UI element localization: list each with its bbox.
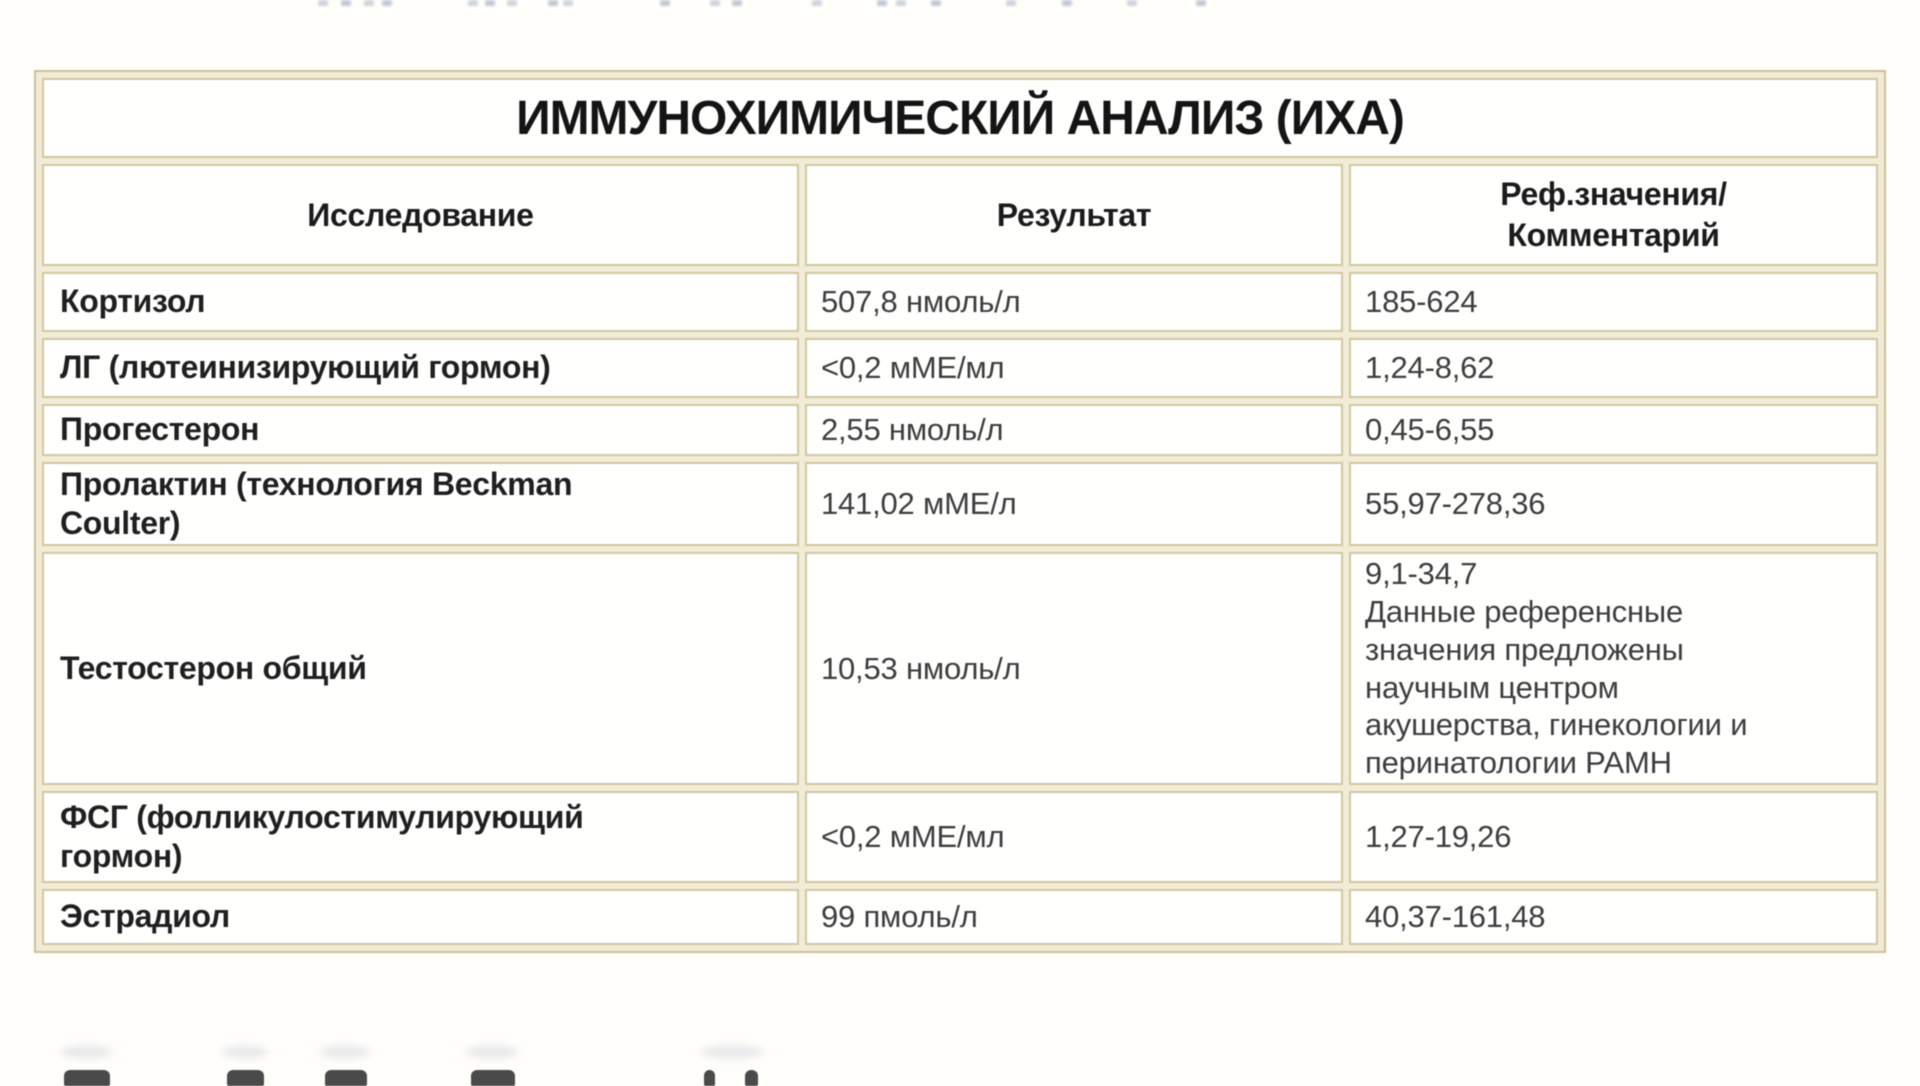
text-fragment bbox=[507, 0, 517, 6]
test-ref: 1,24-8,62 bbox=[1349, 338, 1878, 398]
table-header-row: Исследование Результат Реф.значения/ Ком… bbox=[42, 164, 1878, 266]
column-header-ref-line1: Реф.значения/ bbox=[1500, 176, 1727, 213]
text-fragment bbox=[485, 0, 495, 6]
text-fragment bbox=[1127, 0, 1137, 6]
column-header-study: Исследование bbox=[42, 164, 799, 266]
test-ref: 1,27-19,26 bbox=[1349, 790, 1878, 883]
test-name: Кортизол bbox=[60, 283, 206, 320]
table-row: Прогестерон 2,55 нмоль/л 0,45-6,55 bbox=[42, 404, 1878, 456]
table-title: ИММУНОХИМИЧЕСКИЙ АНАЛИЗ (ИХА) bbox=[42, 78, 1878, 158]
report-sheet: ИММУНОХИМИЧЕСКИЙ АНАЛИЗ (ИХА) Исследован… bbox=[34, 70, 1886, 953]
text-fragment bbox=[382, 0, 392, 6]
text-fragment bbox=[222, 1046, 268, 1058]
test-name: Пролактин (технология Beckman Coulter) bbox=[60, 466, 573, 542]
text-fragment bbox=[710, 0, 720, 6]
test-name: Тестостерон общий bbox=[60, 649, 367, 686]
column-header-result: Результат bbox=[804, 164, 1344, 266]
test-name: Прогестерон bbox=[60, 411, 260, 448]
text-fragment bbox=[64, 1070, 110, 1086]
table-row: ЛГ (лютеинизирующий гормон) <0,2 мМЕ/мл … bbox=[42, 338, 1878, 398]
test-ref: 185-624 bbox=[1349, 272, 1878, 332]
test-ref: 9,1-34,7 Данные референсные значения пре… bbox=[1349, 552, 1878, 785]
text-fragment bbox=[471, 1070, 515, 1086]
table-title-row: ИММУНОХИМИЧЕСКИЙ АНАЛИЗ (ИХА) bbox=[42, 78, 1878, 158]
text-fragment bbox=[227, 1070, 264, 1086]
table-row: Тестостерон общий 10,53 нмоль/л 9,1-34,7… bbox=[42, 552, 1878, 785]
text-fragment bbox=[896, 0, 906, 6]
column-header-ref: Реф.значения/ Комментарий bbox=[1349, 164, 1878, 266]
text-fragment bbox=[364, 0, 374, 6]
text-fragment bbox=[466, 1046, 518, 1058]
test-result: 507,8 нмоль/л bbox=[804, 272, 1344, 332]
test-ref-comment: Данные референсные значения предложены н… bbox=[1365, 593, 1748, 781]
text-fragment bbox=[1062, 0, 1072, 6]
test-ref: 40,37-161,48 bbox=[1349, 888, 1878, 945]
text-fragment bbox=[1006, 0, 1016, 6]
test-result: <0,2 мМЕ/мл bbox=[804, 790, 1344, 883]
test-ref-range: 9,1-34,7 bbox=[1365, 556, 1478, 592]
test-ref: 55,97-278,36 bbox=[1349, 462, 1878, 547]
test-name: ЛГ (лютеинизирующий гормон) bbox=[60, 349, 551, 386]
table-row: Пролактин (технология Beckman Coulter) 1… bbox=[42, 462, 1878, 547]
test-result: 10,53 нмоль/л bbox=[804, 552, 1344, 785]
text-fragment bbox=[660, 0, 670, 6]
text-fragment bbox=[341, 0, 351, 6]
text-fragment bbox=[318, 0, 328, 6]
test-name: Эстрадиол bbox=[60, 898, 230, 935]
text-fragment bbox=[931, 0, 941, 6]
text-fragment bbox=[732, 0, 742, 6]
test-result: 2,55 нмоль/л bbox=[804, 404, 1344, 456]
text-fragment bbox=[704, 1070, 715, 1086]
text-fragment bbox=[548, 0, 558, 6]
text-fragment bbox=[60, 1046, 112, 1058]
column-header-ref-line2: Комментарий bbox=[1507, 217, 1720, 253]
text-fragment bbox=[1196, 0, 1206, 6]
table-row: ФСГ (фолликулостимулирующий гормон) <0,2… bbox=[42, 790, 1878, 883]
text-fragment bbox=[468, 0, 478, 6]
test-result: 99 пмоль/л bbox=[804, 888, 1344, 945]
table-row: Кортизол 507,8 нмоль/л 185-624 bbox=[42, 272, 1878, 332]
test-result: 141,02 мМЕ/л bbox=[804, 462, 1344, 547]
test-name: ФСГ (фолликулостимулирующий гормон) bbox=[60, 798, 584, 874]
text-fragment bbox=[563, 0, 573, 6]
lab-results-table: ИММУНОХИМИЧЕСКИЙ АНАЛИЗ (ИХА) Исследован… bbox=[34, 70, 1886, 953]
text-fragment bbox=[812, 0, 822, 6]
test-result: <0,2 мМЕ/мл bbox=[804, 338, 1344, 398]
test-ref: 0,45-6,55 bbox=[1349, 404, 1878, 456]
text-fragment bbox=[700, 1046, 764, 1058]
text-fragment bbox=[745, 1070, 758, 1086]
text-fragment bbox=[877, 0, 887, 6]
text-fragment bbox=[320, 1046, 370, 1058]
text-fragment bbox=[325, 1070, 367, 1086]
table-row: Эстрадиол 99 пмоль/л 40,37-161,48 bbox=[42, 888, 1878, 945]
